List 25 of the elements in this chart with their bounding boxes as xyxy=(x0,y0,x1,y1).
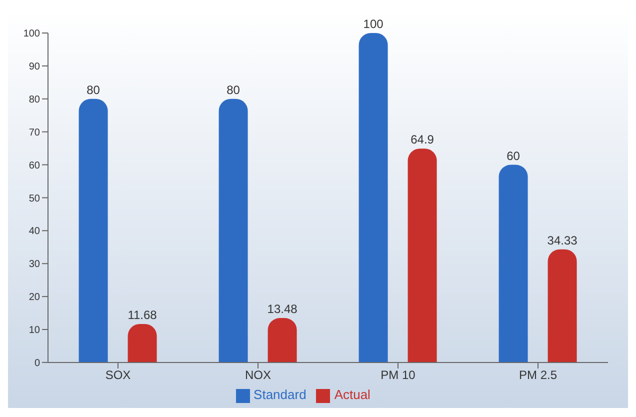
y-tick-label: 20 xyxy=(28,292,40,304)
legend-label: Actual xyxy=(334,387,370,402)
data-label: 80 xyxy=(226,82,240,97)
y-tick-label: 80 xyxy=(28,94,40,106)
data-label: 60 xyxy=(506,148,520,163)
data-label: 100 xyxy=(363,17,384,31)
y-tick-label: 50 xyxy=(28,193,40,204)
data-label: 80 xyxy=(86,82,100,97)
y-tick-label: 40 xyxy=(28,226,40,238)
data-label: 13.48 xyxy=(267,302,298,316)
y-tick-label: 60 xyxy=(28,160,40,172)
x-tick-label: PM 2.5 xyxy=(518,368,558,382)
x-tick-label: PM 10 xyxy=(380,368,416,382)
x-tick-label: NOX xyxy=(244,368,272,382)
y-tick-label: 90 xyxy=(28,61,40,72)
data-label: 64.9 xyxy=(410,132,434,147)
y-tick-label: 70 xyxy=(28,127,40,138)
y-tick-label: 30 xyxy=(28,259,40,270)
data-label: 34.33 xyxy=(547,233,578,248)
data-label: 11.68 xyxy=(128,308,158,322)
y-tick-label: 10 xyxy=(28,325,40,336)
x-tick-label: SOX xyxy=(105,368,131,382)
legend-label: Standard xyxy=(254,387,306,402)
y-tick-label: 0 xyxy=(34,358,40,369)
y-tick-label: 100 xyxy=(23,28,40,40)
